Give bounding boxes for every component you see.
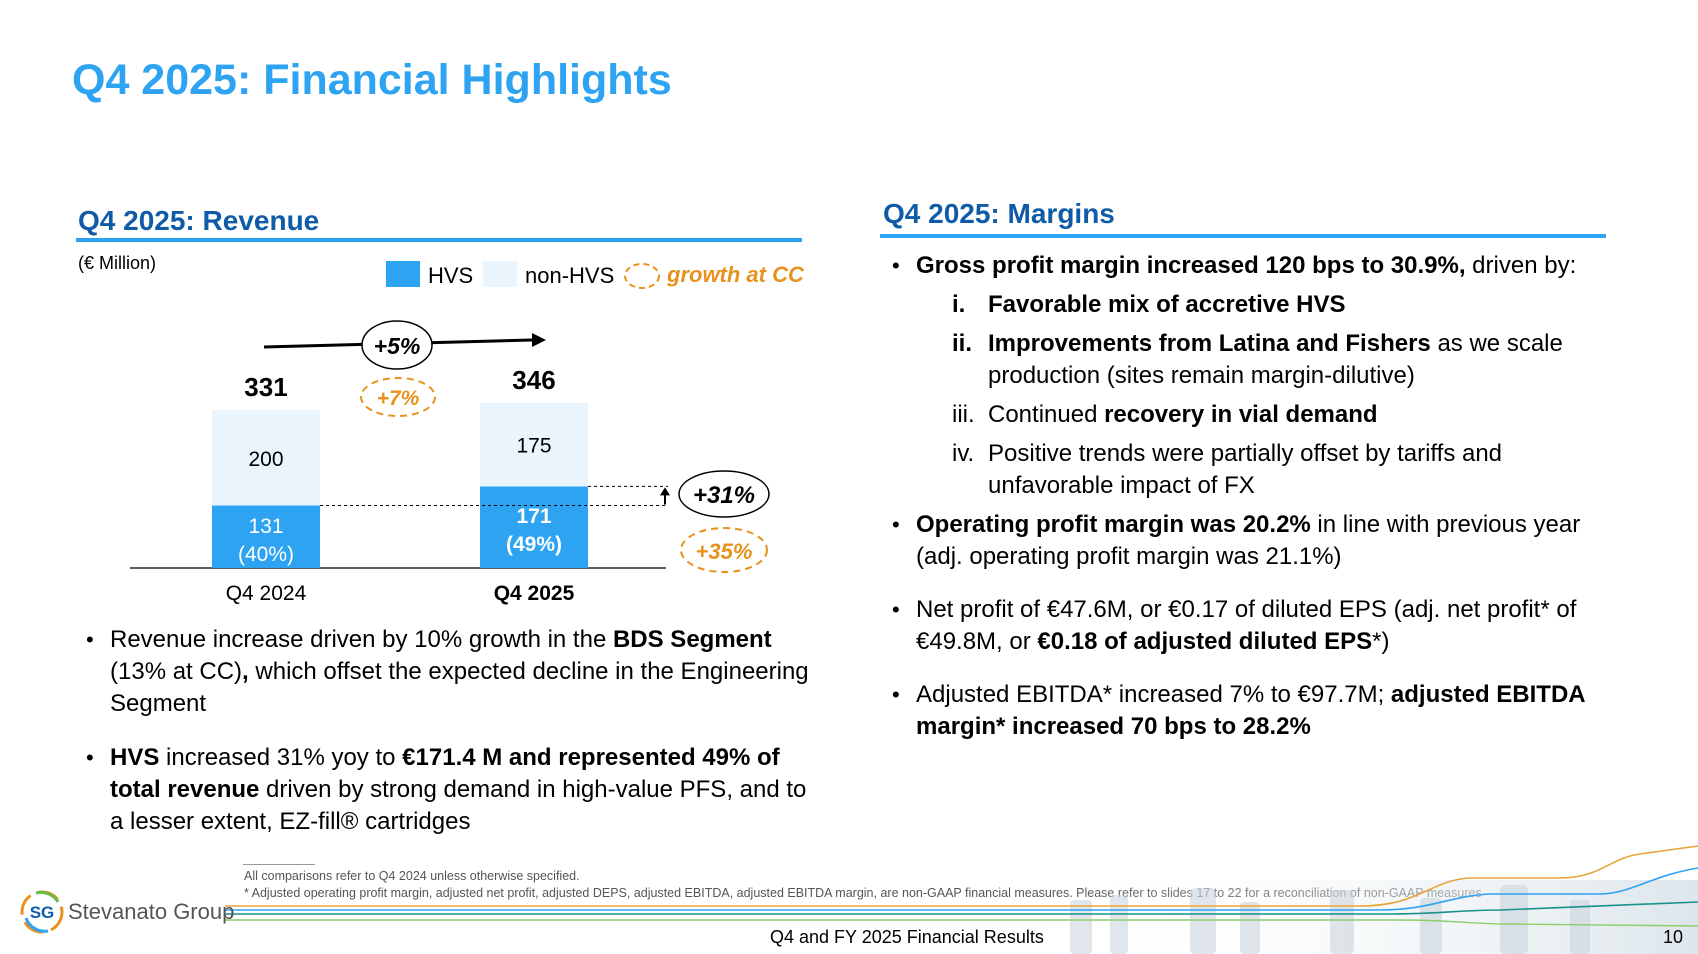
text-run: Operating profit margin was 20.2%	[916, 511, 1311, 538]
data-label-hvs-share: (40%)	[238, 543, 294, 566]
legend-growth-cc-icon	[624, 263, 660, 289]
bar-hvs	[212, 505, 320, 568]
text-run: BDS Segment	[612, 626, 772, 653]
bullet-item: HVS increased 31% yoy to €171.4 M and re…	[82, 742, 812, 838]
legend-non-hvs-swatch	[483, 261, 517, 287]
sub-bullet-item: i. Favorable mix of accretive HVS	[952, 289, 1618, 321]
page-title: Q4 2025: Financial Highlights	[72, 56, 672, 104]
text-run: driven by:	[1465, 252, 1577, 279]
text-run: (13% at CC)	[110, 658, 243, 685]
text-run: Net profit of €47.6M, or €0.17 of dilute…	[916, 596, 1577, 655]
footnote-rule	[243, 864, 315, 865]
sub-bullet-number: iii.	[952, 401, 975, 428]
hvs-growth-cc-badge	[680, 527, 768, 573]
bar-hvs	[480, 486, 588, 568]
text-run: €0.18 of adjusted diluted EPS	[1037, 628, 1373, 655]
sub-bullet-item: iii. Continued recovery in vial demand	[952, 399, 1618, 431]
total-growth-arrowhead	[532, 333, 546, 347]
text-run: adjusted EBITDA margin* increased 70 bps…	[916, 681, 1585, 740]
footer-decoration	[225, 845, 1698, 954]
text-run: increased 31% yoy to	[159, 744, 403, 771]
text-run: recovery in vial demand	[1104, 401, 1378, 428]
total-growth-badge	[361, 320, 433, 370]
text-run: HVS	[110, 744, 160, 771]
bullet-item: Net profit of €47.6M, or €0.17 of dilute…	[888, 594, 1618, 658]
legend-hvs-label: HVS	[428, 263, 474, 288]
total-growth-label: +5%	[374, 333, 421, 359]
hvs-growth-badge	[678, 470, 770, 518]
text-run: Positive trends were partially offset by…	[988, 440, 1503, 499]
data-label-total: 346	[512, 365, 555, 395]
category-label: Q4 2025	[494, 582, 575, 605]
legend-non-hvs-label: non-HVS	[525, 263, 615, 288]
revenue-chart: 131 (40%) 200 331 Q4 2024 171 (49%) 175 346 Q4 20…	[130, 320, 770, 605]
footnote-comparison: All comparisons refer to Q4 2024 unless …	[244, 869, 580, 883]
margins-bullets: Gross profit margin increased 120 bps to…	[888, 250, 1618, 743]
data-label-hvs: 171	[516, 505, 551, 528]
text-run: *)	[1372, 628, 1390, 655]
hvs-growth-cc-label: +35%	[696, 539, 753, 564]
text-run: Favorable mix of accretive HVS	[988, 291, 1346, 318]
text-run: ,	[242, 658, 249, 685]
logo-mark: SG	[30, 903, 55, 922]
stevanato-logo-icon: SG	[20, 890, 64, 934]
data-label-hvs-share: (49%)	[506, 533, 562, 556]
bar-non-hvs	[480, 402, 588, 487]
data-label-non-hvs: 200	[248, 448, 283, 471]
legend-hvs-swatch	[386, 261, 420, 287]
text-run: driven by strong demand in high-value PF…	[110, 776, 807, 835]
revenue-heading-rule	[76, 238, 802, 242]
sub-bullet-number: iv.	[952, 440, 975, 467]
category-label: Q4 2024	[226, 582, 307, 605]
bar-non-hvs	[212, 410, 320, 506]
sub-list: i. Favorable mix of accretive HVS ii. Impro…	[952, 289, 1618, 502]
revenue-bullets: Revenue increase driven by 10% growth in…	[82, 624, 812, 838]
total-growth-cc-label: +7%	[377, 387, 420, 410]
text-run: Gross profit margin increased 120 bps to…	[916, 252, 1466, 279]
text-run: €171.4 M and represented 49% of total re…	[110, 744, 780, 803]
text-run: Improvements from Latina and Fishers	[988, 330, 1431, 357]
text-run: Revenue increase driven by 10% growth in…	[110, 626, 613, 653]
text-run: as we scale production (sites remain mar…	[988, 330, 1563, 389]
total-growth-cc-badge	[360, 377, 436, 417]
text-run: Continued	[988, 401, 1105, 428]
hvs-growth-arrowhead	[660, 487, 670, 496]
legend-growth-cc-label: growth at CC	[667, 262, 804, 287]
data-label-hvs: 131	[248, 515, 283, 538]
page-number: 10	[1663, 927, 1684, 947]
unit-note: (€ Million)	[78, 253, 157, 273]
text-run: in line with previous year (adj. operati…	[916, 511, 1581, 570]
data-label-non-hvs: 175	[516, 435, 551, 458]
logo-name: Stevanato Group	[68, 899, 235, 924]
hvs-growth-label: +31%	[693, 482, 755, 509]
bullet-item: Operating profit margin was 20.2% in lin…	[888, 509, 1618, 573]
bullet-item: Gross profit margin increased 120 bps to…	[888, 250, 1618, 502]
sub-bullet-item: iv. Positive trends were partially offset…	[952, 438, 1618, 502]
text-run: which offset the expected decline in the…	[110, 658, 809, 717]
data-label-total: 331	[244, 372, 287, 402]
revenue-heading: Q4 2025: Revenue	[78, 205, 320, 236]
margins-heading: Q4 2025: Margins	[883, 198, 1115, 229]
margins-heading-rule	[880, 234, 1606, 238]
sub-bullet-number: ii.	[952, 330, 973, 357]
footer-title: Q4 and FY 2025 Financial Results	[770, 927, 1044, 947]
text-run: Adjusted EBITDA* increased 7% to €97.7M;	[916, 681, 1391, 708]
bullet-item: Revenue increase driven by 10% growth in…	[82, 624, 812, 720]
sub-bullet-number: i.	[952, 291, 966, 318]
sub-bullet-item: ii. Improvements from Latina and Fishers …	[952, 328, 1618, 392]
bullet-item: Adjusted EBITDA* increased 7% to €97.7M;…	[888, 679, 1618, 743]
